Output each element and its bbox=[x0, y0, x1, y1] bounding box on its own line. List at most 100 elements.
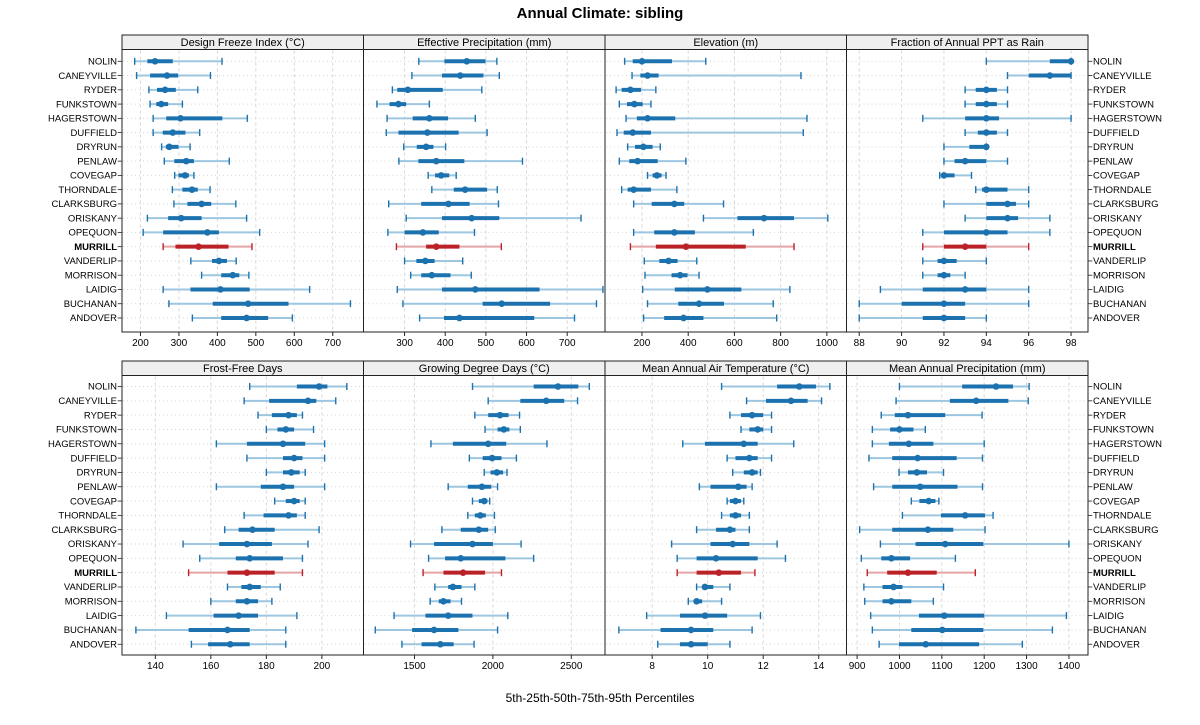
x-tick-label: 1300 bbox=[1015, 661, 1038, 672]
station-label-left: ANDOVER bbox=[70, 313, 117, 324]
panel-strip bbox=[846, 34, 1089, 50]
median-dot bbox=[701, 583, 709, 591]
station-label-left: THORNDALE bbox=[58, 185, 117, 196]
panel-strip-title: Growing Degree Days (°C) bbox=[419, 363, 550, 375]
median-dot bbox=[475, 526, 483, 533]
station-label-left: LAIDIG bbox=[86, 285, 117, 296]
median-dot bbox=[748, 469, 756, 476]
station-label-left: ORISKANY bbox=[68, 539, 118, 550]
median-dot bbox=[732, 497, 739, 505]
station-label-right: ANDOVER bbox=[1093, 313, 1140, 324]
x-tick-label: 8 bbox=[649, 661, 655, 672]
median-dot bbox=[480, 497, 488, 505]
median-dot bbox=[229, 271, 237, 279]
panel-strip bbox=[846, 360, 1089, 376]
median-dot bbox=[428, 271, 436, 279]
x-tick-label: 1100 bbox=[931, 661, 953, 672]
station-label-right: PENLAW bbox=[1093, 156, 1133, 167]
median-dot bbox=[498, 300, 506, 308]
station-label-left: COVEGAP bbox=[70, 496, 117, 507]
panel-Frost-Free Days: 140 160 180 200 Frost-Free Days bbox=[121, 360, 364, 672]
median-dot bbox=[748, 411, 756, 419]
station-label-right: ORISKANY bbox=[1093, 213, 1143, 224]
station-label-right: MORRISON bbox=[1093, 270, 1145, 281]
median-dot bbox=[715, 569, 723, 576]
station-label-left: CANEYVILLE bbox=[58, 396, 117, 407]
station-label-left: DUFFIELD bbox=[71, 453, 118, 464]
x-tick-label: 500 bbox=[478, 338, 495, 349]
median-dot bbox=[754, 426, 761, 433]
median-dot bbox=[279, 440, 287, 448]
station-label-left: PENLAW bbox=[77, 156, 117, 167]
median-dot bbox=[796, 383, 803, 390]
median-dot bbox=[315, 383, 323, 390]
median-dot bbox=[177, 214, 185, 222]
median-dot bbox=[478, 483, 486, 491]
x-tick-label: 88 bbox=[854, 338, 866, 349]
median-dot bbox=[983, 229, 990, 236]
station-label-right: LAIDIG bbox=[1093, 285, 1124, 296]
median-dot bbox=[235, 612, 242, 619]
panel-Effective Precipitation (mm): 300 400 500 600 700 Effective Precipitation (… bbox=[363, 34, 606, 349]
x-tick-label: 2000 bbox=[482, 661, 505, 672]
median-dot bbox=[246, 583, 253, 591]
median-dot bbox=[456, 72, 464, 79]
station-label-right: VANDERLIP bbox=[1093, 256, 1146, 267]
median-dot bbox=[687, 640, 695, 648]
x-tick-label: 200 bbox=[634, 338, 651, 349]
station-label-right: NOLIN bbox=[1093, 57, 1122, 68]
median-dot bbox=[456, 314, 463, 322]
median-dot bbox=[243, 569, 251, 576]
x-tick-label: 1500 bbox=[403, 661, 426, 672]
station-label-right: ORISKANY bbox=[1093, 539, 1143, 550]
station-label-right: VANDERLIP bbox=[1093, 582, 1146, 593]
median-dot bbox=[217, 286, 224, 293]
station-label-right: LAIDIG bbox=[1093, 611, 1124, 622]
median-dot bbox=[941, 540, 949, 548]
median-dot bbox=[961, 286, 969, 293]
x-tick-label: 92 bbox=[938, 338, 950, 349]
x-tick-label: 600 bbox=[286, 338, 303, 349]
median-dot bbox=[653, 172, 661, 179]
x-tick-label: 2500 bbox=[560, 661, 583, 672]
median-dot bbox=[787, 397, 795, 405]
x-tick-label: 400 bbox=[209, 338, 226, 349]
panel-strip-title: Mean Annual Precipitation (mm) bbox=[889, 363, 1046, 375]
station-label-left: MURRILL bbox=[74, 568, 117, 579]
median-dot bbox=[732, 512, 739, 519]
median-dot bbox=[246, 555, 253, 562]
median-dot bbox=[224, 626, 231, 634]
station-label-left: HAGERSTOWN bbox=[48, 114, 117, 125]
median-dot bbox=[693, 598, 700, 605]
station-label-left: ANDOVER bbox=[70, 639, 117, 650]
median-dot bbox=[896, 426, 903, 433]
median-dot bbox=[904, 411, 912, 419]
panel-strip-title: Fraction of Annual PPT as Rain bbox=[891, 37, 1044, 49]
median-dot bbox=[169, 129, 177, 136]
station-label-right: CLARKSBURG bbox=[1093, 199, 1158, 210]
median-dot bbox=[437, 640, 444, 648]
station-label-left: BUCHANAN bbox=[64, 625, 117, 636]
panel-strip-title: Mean Annual Air Temperature (°C) bbox=[642, 363, 809, 375]
median-dot bbox=[925, 497, 932, 505]
station-label-right: MORRISON bbox=[1093, 597, 1145, 608]
median-dot bbox=[695, 300, 703, 308]
median-dot bbox=[940, 271, 948, 279]
station-label-left: ORISKANY bbox=[68, 213, 118, 224]
station-label-right: THORNDALE bbox=[1093, 185, 1152, 196]
median-dot bbox=[888, 555, 895, 562]
median-dot bbox=[726, 526, 734, 533]
median-dot bbox=[644, 115, 651, 122]
median-dot bbox=[249, 526, 256, 533]
median-dot bbox=[484, 440, 492, 448]
median-dot bbox=[740, 440, 748, 448]
panel-strip-title: Design Freeze Index (°C) bbox=[181, 37, 305, 49]
station-label-right: COVEGAP bbox=[1093, 171, 1140, 182]
median-dot bbox=[243, 598, 251, 605]
median-dot bbox=[961, 157, 969, 165]
station-label-right: FUNKSTOWN bbox=[1093, 99, 1154, 110]
median-dot bbox=[665, 257, 672, 265]
median-dot bbox=[404, 86, 412, 94]
x-tick-label: 700 bbox=[324, 338, 341, 349]
median-dot bbox=[983, 86, 990, 94]
